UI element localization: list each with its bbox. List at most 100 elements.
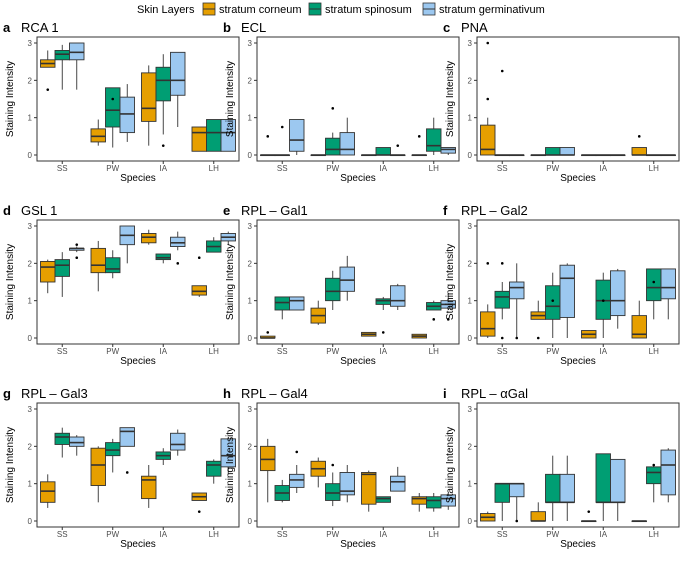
y-axis-label: Staining Intensity <box>445 61 456 137</box>
x-axis-label: Species <box>120 539 156 550</box>
x-tick-label: LH <box>429 164 439 173</box>
y-tick-label: 3 <box>28 222 33 231</box>
box-body <box>260 445 276 472</box>
box-lh-corneum <box>631 135 647 156</box>
box-ia-germinativum <box>390 283 406 310</box>
box-ia-corneum <box>361 331 377 337</box>
plot-frame <box>36 402 240 528</box>
box-ia-corneum <box>141 65 157 146</box>
y-tick-label: 1 <box>248 114 253 123</box>
outlier-point <box>396 144 400 147</box>
box-lh-germinativum <box>220 437 236 475</box>
outlier-point <box>486 97 490 101</box>
box-ss-germinativum <box>509 263 525 340</box>
box-ia-spinosum <box>155 448 171 465</box>
box-body <box>170 432 186 451</box>
box-body <box>361 472 377 505</box>
box-ia-corneum <box>141 229 157 245</box>
x-tick-label: PW <box>546 347 559 356</box>
box-body <box>289 296 305 311</box>
y-tick-label: 3 <box>468 39 473 48</box>
box-ia-spinosum <box>155 253 171 264</box>
box-ss-corneum <box>480 262 496 338</box>
y-tick-label: 0 <box>248 334 253 343</box>
outlier-point <box>515 336 519 340</box>
box-body <box>545 473 561 503</box>
box-pw-corneum <box>530 300 546 340</box>
x-tick-label: IA <box>599 164 607 173</box>
box-pw-spinosum <box>105 438 121 473</box>
panel-letter: d <box>3 203 11 218</box>
box-body <box>155 253 171 261</box>
y-tick-label: 1 <box>468 114 473 123</box>
box-pw-corneum <box>530 154 546 157</box>
x-axis-label: Species <box>560 539 596 550</box>
outlier-point <box>551 299 555 302</box>
panel-letter: g <box>3 386 11 401</box>
y-tick-label: 3 <box>248 405 253 414</box>
y-tick-label: 2 <box>468 76 473 85</box>
box-body <box>339 472 355 496</box>
box-body <box>119 427 135 447</box>
outlier-point <box>197 510 201 513</box>
box-pw-spinosum <box>545 147 561 156</box>
panel-letter: f <box>443 203 448 218</box>
outlier-point <box>500 262 504 265</box>
x-tick-label: LH <box>649 530 659 539</box>
x-tick-label: IA <box>599 347 607 356</box>
box-body <box>440 147 456 154</box>
panel-letter: b <box>223 20 231 35</box>
box-pw-corneum <box>310 154 326 157</box>
x-tick-label: PW <box>326 164 339 173</box>
panel-letter: i <box>443 386 447 401</box>
x-tick-label: LH <box>429 530 439 539</box>
outlier-point <box>176 262 180 265</box>
box-body <box>325 137 341 156</box>
y-axis-label: Staining Intensity <box>445 427 456 503</box>
box-lh-spinosum <box>426 117 442 155</box>
y-tick-label: 0 <box>28 517 33 526</box>
box-body <box>426 496 442 509</box>
box-ss-germinativum <box>289 119 305 155</box>
outlier-point <box>197 256 201 260</box>
box-lh-spinosum <box>206 237 222 253</box>
box-lh-germinativum <box>660 448 676 503</box>
y-axis-label: Staining Intensity <box>225 244 236 320</box>
box-body <box>375 496 391 503</box>
x-tick-label: PW <box>106 164 119 173</box>
y-tick-label: 0 <box>468 151 473 160</box>
panel-i: i RPL – αGal 0 1 2 3 Staining Intensity Species… <box>443 386 680 550</box>
box-lh-corneum <box>631 520 647 523</box>
box-lh-germinativum <box>440 293 456 321</box>
box-body <box>530 511 546 522</box>
box-ss-spinosum <box>274 125 290 157</box>
x-tick-label: IA <box>379 347 387 356</box>
x-tick-label: SS <box>497 347 508 356</box>
box-lh-corneum <box>411 135 427 157</box>
box-ia-corneum <box>361 470 377 512</box>
panel-f: f RPL – Gal2 0 1 2 3 Staining Intensity Species… <box>443 203 680 367</box>
x-tick-label: PW <box>326 530 339 539</box>
x-tick-label: PW <box>106 530 119 539</box>
x-tick-label: LH <box>429 347 439 356</box>
outlier-point <box>486 262 490 265</box>
box-body <box>289 473 305 488</box>
box-body <box>69 436 85 447</box>
x-tick-label: LH <box>649 164 659 173</box>
legend-label-spinosum: stratum spinosum <box>325 4 412 16</box>
box-lh-spinosum <box>646 154 662 157</box>
box-pw-germinativum <box>559 147 575 156</box>
box-body <box>54 259 70 277</box>
panel-letter: c <box>443 20 450 35</box>
box-ia-corneum <box>361 154 377 157</box>
box-ia-germinativum <box>170 429 186 456</box>
box-body <box>339 266 355 292</box>
box-lh-germinativum <box>440 493 456 510</box>
outlier-point <box>500 336 504 340</box>
box-body <box>509 483 525 498</box>
box-body <box>170 236 186 247</box>
box-body <box>90 247 106 274</box>
panel-title: RPL – Gal3 <box>21 386 88 401</box>
y-tick-label: 1 <box>28 480 33 489</box>
plot-frame <box>476 402 680 528</box>
